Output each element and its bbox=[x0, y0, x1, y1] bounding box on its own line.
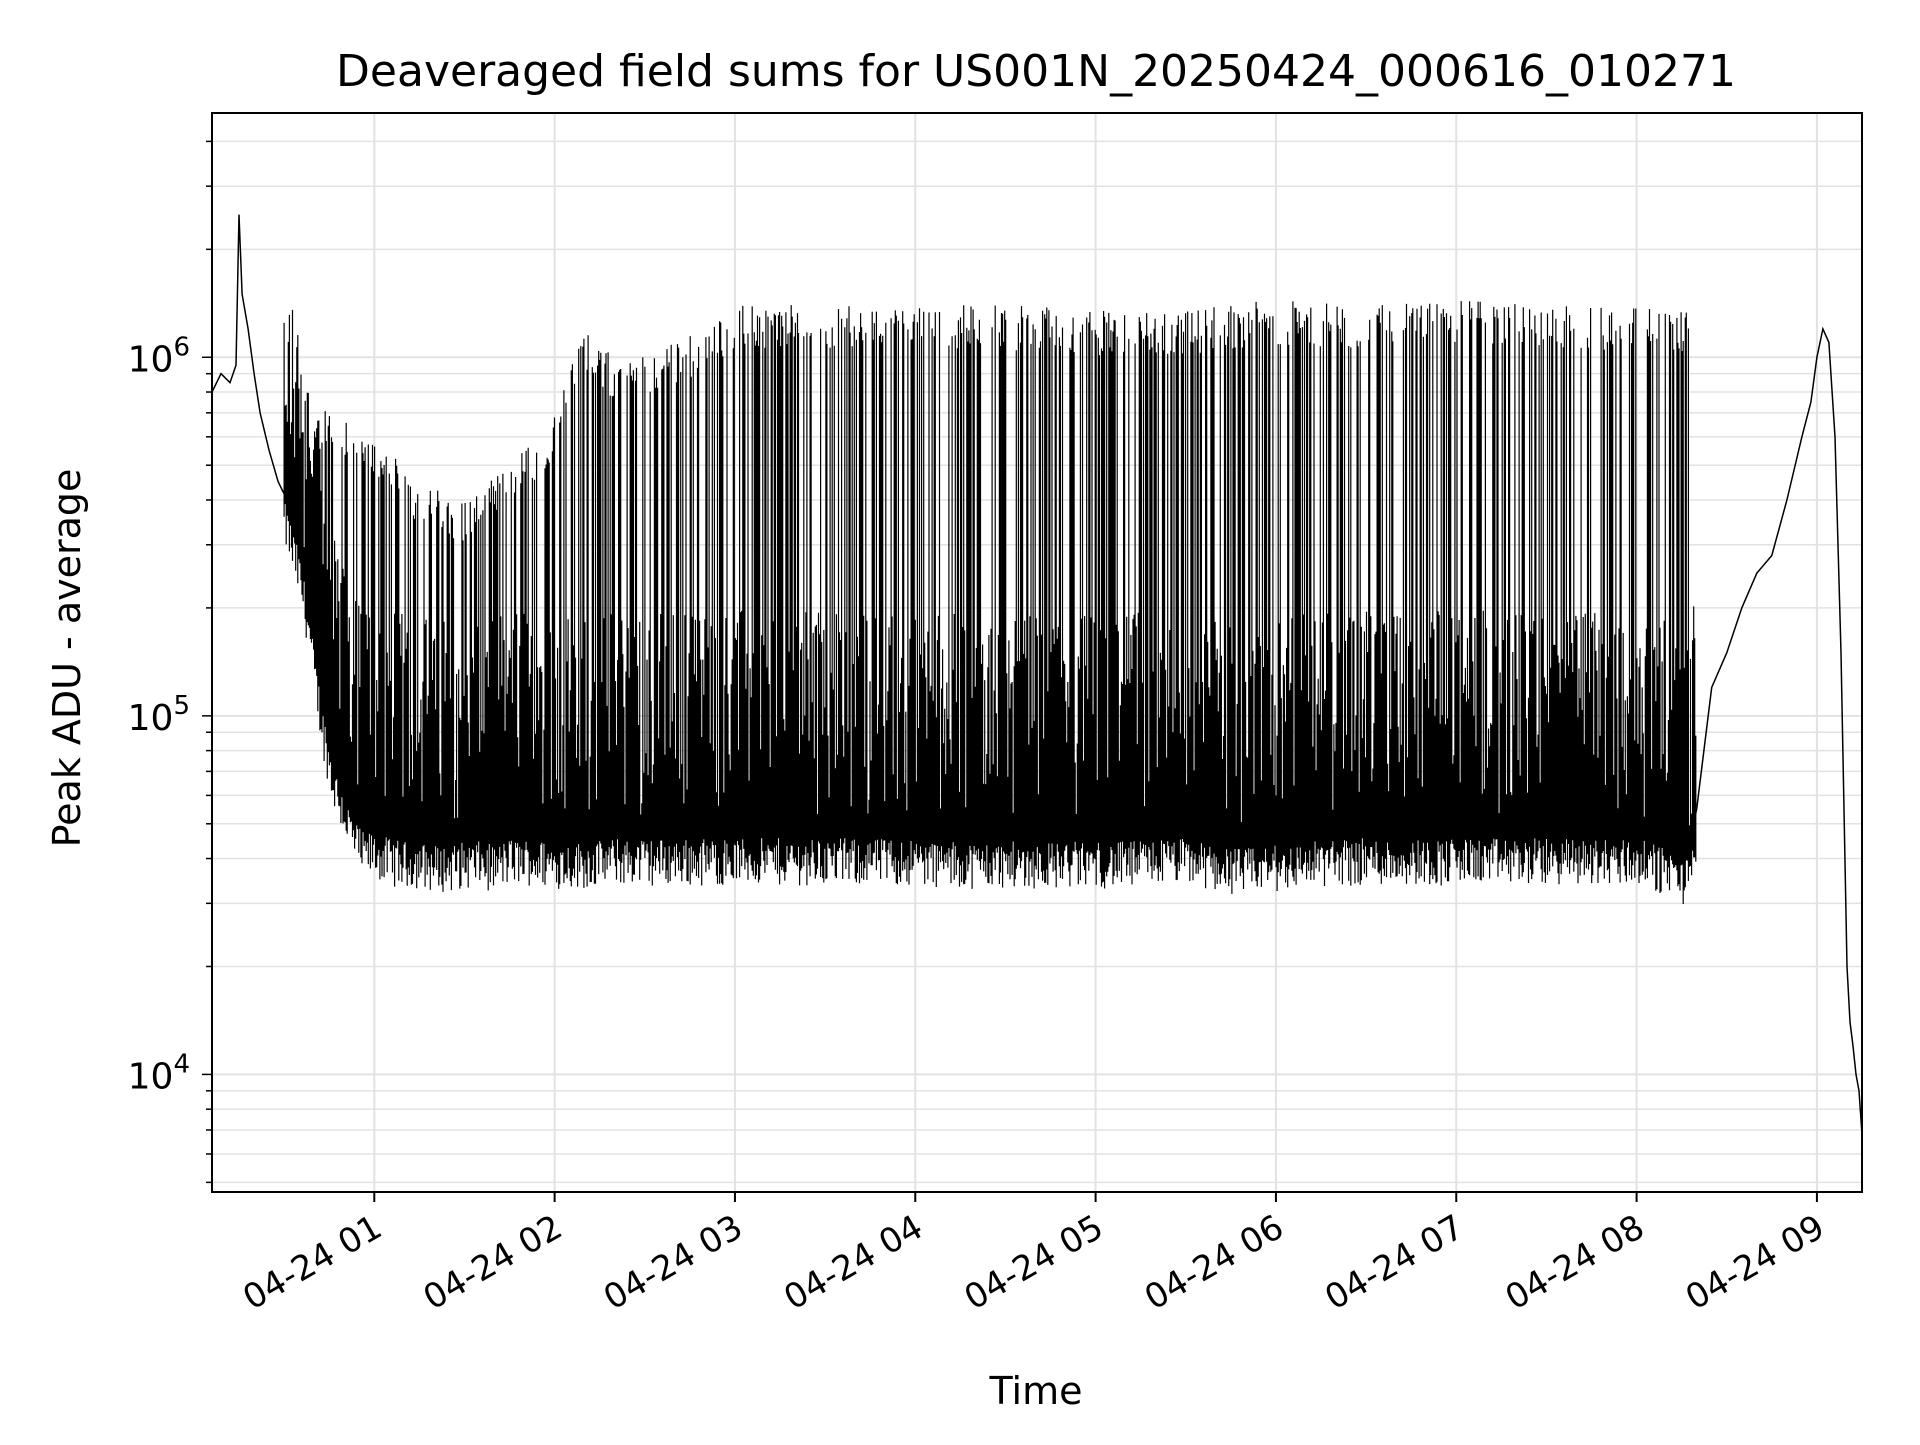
y-tick-base: 10 bbox=[128, 339, 174, 380]
plot-area-frame bbox=[211, 112, 1863, 1193]
y-tick-base: 10 bbox=[128, 1056, 174, 1097]
y-tick-exponent: 5 bbox=[173, 691, 190, 721]
line-series bbox=[211, 214, 1863, 1135]
y-tick-exponent: 4 bbox=[173, 1049, 190, 1079]
series-line bbox=[211, 214, 1863, 1135]
spike-series bbox=[283, 301, 1697, 904]
y-tick-label: 104 bbox=[128, 1049, 190, 1097]
y-axis-label: Peak ADU - average bbox=[45, 469, 89, 848]
x-axis-label: Time bbox=[989, 1369, 1083, 1413]
series-spikes bbox=[283, 301, 1697, 904]
y-tick-label: 106 bbox=[128, 332, 190, 380]
y-tick-base: 10 bbox=[128, 698, 174, 739]
chart-title: Deaveraged field sums for US001N_2025042… bbox=[336, 46, 1736, 97]
y-tick-exponent: 6 bbox=[173, 332, 190, 362]
y-tick-label: 105 bbox=[128, 691, 190, 739]
